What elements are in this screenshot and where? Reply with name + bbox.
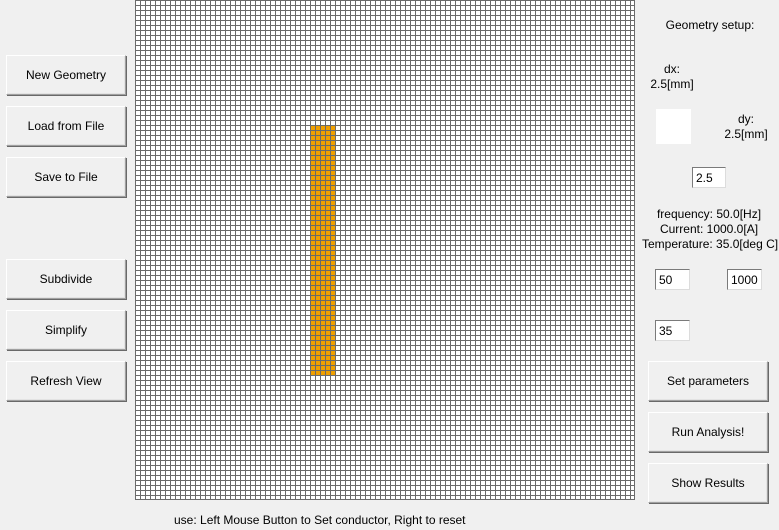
current-readout: Current: 1000.0[A]	[659, 222, 759, 236]
dx-value: 2.5[mm]	[650, 77, 694, 91]
status-hint: use: Left Mouse Button to Set conductor,…	[174, 513, 466, 527]
dy-label: dy:	[737, 112, 754, 126]
show-results-label: Show Results	[671, 476, 745, 490]
dx-label: dx:	[663, 62, 680, 76]
frequency-input[interactable]	[655, 269, 690, 290]
geometry-setup-label: Geometry setup:	[665, 18, 755, 32]
run-analysis-button[interactable]: Run Analysis!	[648, 412, 768, 452]
save-to-file-button[interactable]: Save to File	[6, 157, 126, 197]
current-input[interactable]	[727, 269, 762, 290]
save-to-file-label: Save to File	[34, 170, 98, 184]
frequency-readout: frequency: 50.0[Hz]	[656, 207, 762, 221]
load-from-file-button[interactable]: Load from File	[6, 106, 126, 146]
geometry-grid-canvas[interactable]	[135, 0, 635, 500]
dy-value: 2.5[mm]	[724, 127, 768, 141]
refresh-view-button[interactable]: Refresh View	[6, 361, 126, 401]
cell-size-input[interactable]	[692, 167, 726, 188]
subdivide-label: Subdivide	[39, 272, 93, 286]
simplify-button[interactable]: Simplify	[6, 310, 126, 350]
set-parameters-button[interactable]: Set parameters	[648, 361, 768, 401]
refresh-view-label: Refresh View	[30, 374, 102, 388]
temperature-input[interactable]	[655, 320, 690, 341]
run-analysis-label: Run Analysis!	[671, 425, 745, 439]
set-parameters-label: Set parameters	[666, 374, 750, 388]
color-swatch	[656, 109, 691, 144]
simplify-label: Simplify	[44, 323, 87, 337]
temperature-readout: Temperature: 35.0[deg C]	[642, 237, 779, 251]
show-results-button[interactable]: Show Results	[648, 463, 768, 503]
grid-lines	[135, 0, 635, 500]
load-from-file-label: Load from File	[27, 119, 105, 133]
new-geometry-label: New Geometry	[25, 68, 107, 82]
subdivide-button[interactable]: Subdivide	[6, 259, 126, 299]
new-geometry-button[interactable]: New Geometry	[6, 55, 126, 95]
